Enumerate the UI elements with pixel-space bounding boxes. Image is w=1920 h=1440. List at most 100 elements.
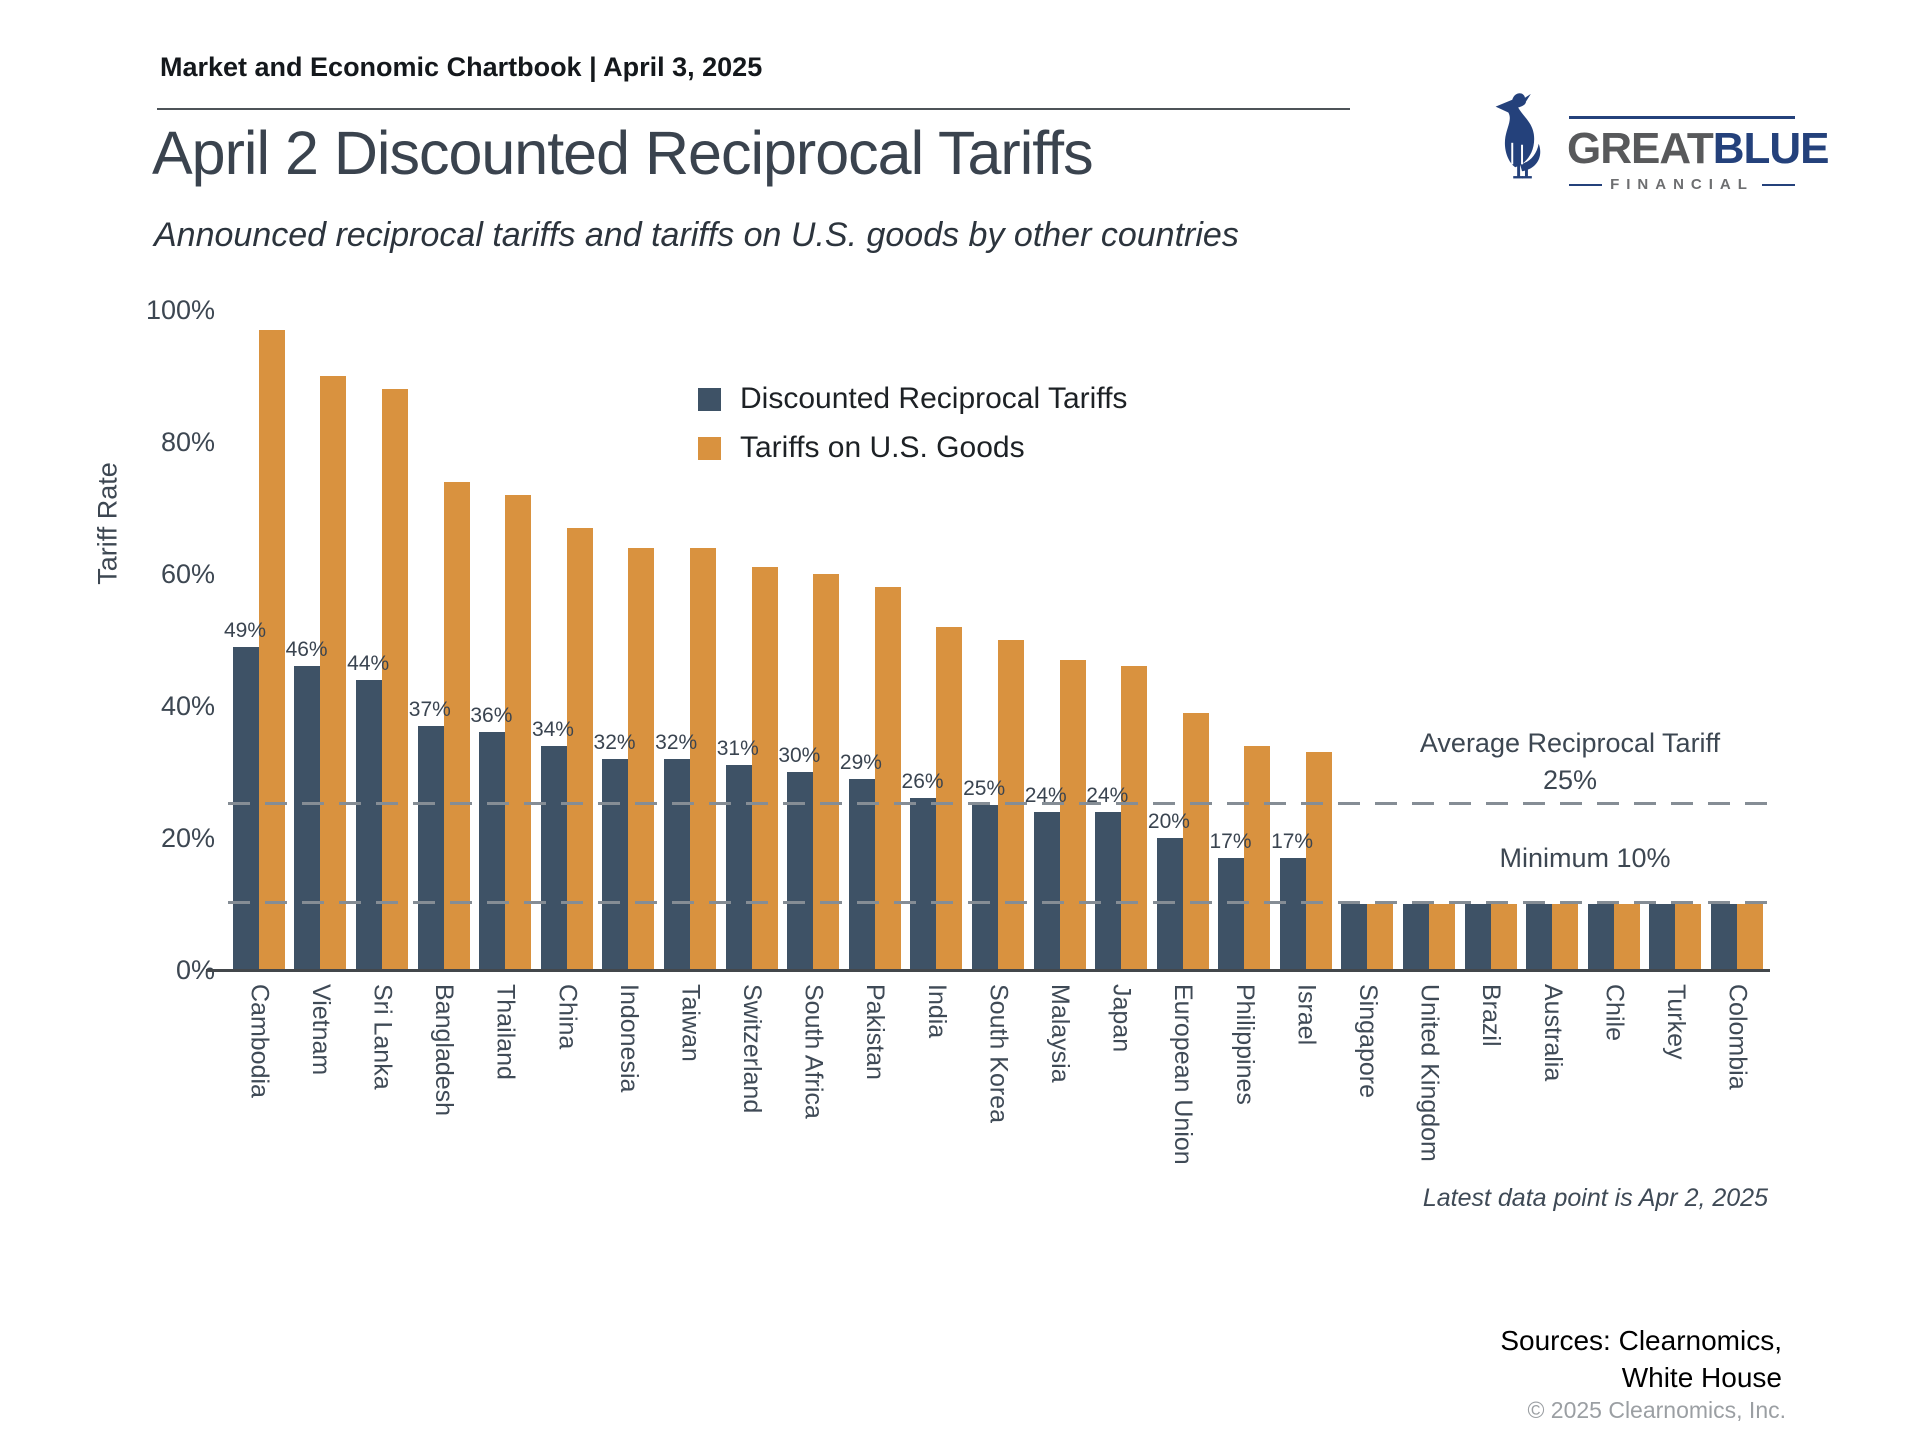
bar-group: 46% Vietnam <box>286 310 352 1075</box>
chartbook-header: Market and Economic Chartbook | April 3,… <box>160 52 763 82</box>
bar-group: 36% Thailand <box>470 310 536 1080</box>
x-axis-country-label: China <box>553 984 582 1050</box>
legend-label-discounted: Discounted Reciprocal Tariffs <box>740 382 1128 415</box>
us-goods-tariff-bar <box>1305 752 1332 970</box>
discounted-tariff-bar <box>1156 838 1183 970</box>
bar-group: 30% South Africa <box>778 310 844 1119</box>
us-goods-tariff-bar <box>1367 904 1394 970</box>
bar-value-label: 30% <box>778 744 821 767</box>
discounted-tariff-bar <box>910 798 937 970</box>
x-axis-country-label: European Union <box>1169 984 1198 1165</box>
x-axis-country-label: Vietnam <box>306 984 335 1076</box>
bar-group: 32% Taiwan <box>655 310 721 1062</box>
bar-value-label: 31% <box>716 737 759 761</box>
bar-group: 17% Israel <box>1271 310 1337 1045</box>
bar-value-label: 24% <box>1024 783 1067 807</box>
average-tariff-line <box>228 802 1768 805</box>
sources-note: Sources: Clearnomics, White House <box>1500 1322 1782 1396</box>
discounted-tariff-bar <box>787 772 814 970</box>
bar-group: Colombia <box>1706 310 1768 1090</box>
logo-tagline-row: FINANCIAL <box>1569 176 1796 193</box>
bar-group: Turkey <box>1645 310 1707 1059</box>
discounted-tariff-bar <box>540 745 567 970</box>
logo-word-great: GREAT <box>1567 124 1714 173</box>
logo-top-rule <box>1569 116 1795 119</box>
header-divider <box>157 108 1350 110</box>
bar-group: Singapore <box>1337 310 1399 1098</box>
average-tariff-annotation: Average Reciprocal Tariff 25% <box>1355 725 1785 799</box>
bar-value-label: 24% <box>1086 783 1129 807</box>
average-tariff-annotation-line2: 25% <box>1542 765 1598 795</box>
us-goods-tariff-bar <box>1121 666 1148 970</box>
us-goods-tariff-bar <box>381 389 408 970</box>
logo-wordmark: GREATBLUE <box>1567 124 1830 174</box>
plot-area: 49% Cambodia 46% Vietnam 44% Sri Lanka 37% Bang… <box>146 295 1770 1165</box>
logo-tagline-rule-left <box>1569 183 1603 186</box>
bar-group: 26% India <box>902 310 968 1038</box>
x-axis-country-label: Israel <box>1292 984 1321 1046</box>
us-goods-tariff-bar <box>813 574 840 970</box>
discounted-tariff-bar <box>417 725 444 970</box>
x-axis-country-label: South Korea <box>984 984 1013 1123</box>
x-axis-country-label: Bangladesh <box>430 984 459 1117</box>
us-goods-tariff-bar <box>1059 659 1086 970</box>
bar-group: 31% Switzerland <box>717 310 783 1113</box>
discounted-tariff-bar <box>294 666 321 970</box>
bar-value-label: 32% <box>593 730 636 754</box>
discounted-tariff-bar <box>1033 811 1060 970</box>
discounted-tariff-bar <box>848 778 875 970</box>
y-axis-tick-label: 0% <box>175 955 215 985</box>
bar-value-label: 17% <box>1271 829 1314 853</box>
bar-value-label: 32% <box>655 730 698 754</box>
y-axis-tick-label: 20% <box>160 823 215 853</box>
bar-group: Chile <box>1583 310 1645 1041</box>
y-axis-tick-label: 100% <box>145 295 215 325</box>
us-goods-tariff-bar <box>1244 745 1271 970</box>
discounted-tariff-bar <box>663 758 690 970</box>
legend-label-usgoods: Tariffs on U.S. Goods <box>740 431 1025 464</box>
x-axis-country-label: India <box>922 984 951 1039</box>
x-axis-country-label: Colombia <box>1723 984 1752 1090</box>
x-axis-country-label: Taiwan <box>676 984 705 1062</box>
x-axis-country-label: United Kingdom <box>1415 984 1444 1162</box>
discounted-tariff-bar <box>479 732 506 970</box>
bar-group: 49% Cambodia <box>224 310 290 1098</box>
bar-group: 25% South Korea <box>963 310 1029 1123</box>
sources-line1: Sources: Clearnomics, <box>1500 1325 1782 1356</box>
bar-group: 20% European Union <box>1148 310 1214 1165</box>
discounted-tariff-bar <box>355 679 382 970</box>
bar-value-label: 29% <box>839 750 882 774</box>
x-axis-country-label: Chile <box>1600 984 1629 1041</box>
discounted-tariff-bar <box>725 765 752 970</box>
logo-tagline: FINANCIAL <box>1610 176 1754 193</box>
us-goods-tariff-bar <box>1429 904 1456 970</box>
latest-data-note: Latest data point is Apr 2, 2025 <box>1422 1184 1768 1212</box>
discounted-tariff-bar <box>1464 904 1491 970</box>
x-axis-country-label: Switzerland <box>738 984 767 1114</box>
legend: Discounted Reciprocal Tariffs Tariffs on… <box>698 382 1127 480</box>
x-axis-country-label: Thailand <box>491 984 520 1080</box>
x-axis-country-label: Pakistan <box>861 984 890 1080</box>
x-axis-country-label: Brazil <box>1477 984 1506 1047</box>
x-axis-country-label: Singapore <box>1353 984 1382 1098</box>
y-axis-tick-label: 80% <box>160 427 215 457</box>
us-goods-tariff-bar <box>1182 712 1209 970</box>
legend-item-usgoods: Tariffs on U.S. Goods <box>698 431 1127 465</box>
bar-value-label: 20% <box>1147 810 1190 833</box>
us-goods-tariff-bar <box>1675 904 1702 970</box>
bar-group: 17% Philippines <box>1209 310 1276 1105</box>
bar-group: United Kingdom <box>1398 310 1460 1162</box>
bar-value-label: 46% <box>285 638 328 662</box>
us-goods-tariff-bar <box>936 626 963 970</box>
us-goods-tariff-bar <box>505 494 532 970</box>
discounted-tariff-bar <box>971 805 998 970</box>
bar-value-label: 36% <box>470 704 513 728</box>
us-goods-tariff-bar <box>443 481 470 970</box>
discounted-tariff-bar <box>1279 857 1306 970</box>
bar-group: 32% Indonesia <box>594 310 660 1092</box>
legend-swatch-discounted <box>698 387 721 411</box>
discounted-tariff-bar <box>1403 904 1430 970</box>
x-axis-country-label: Philippines <box>1230 984 1259 1105</box>
bar-value-label: 25% <box>963 777 1006 800</box>
bar-group: 37% Bangladesh <box>409 310 475 1116</box>
